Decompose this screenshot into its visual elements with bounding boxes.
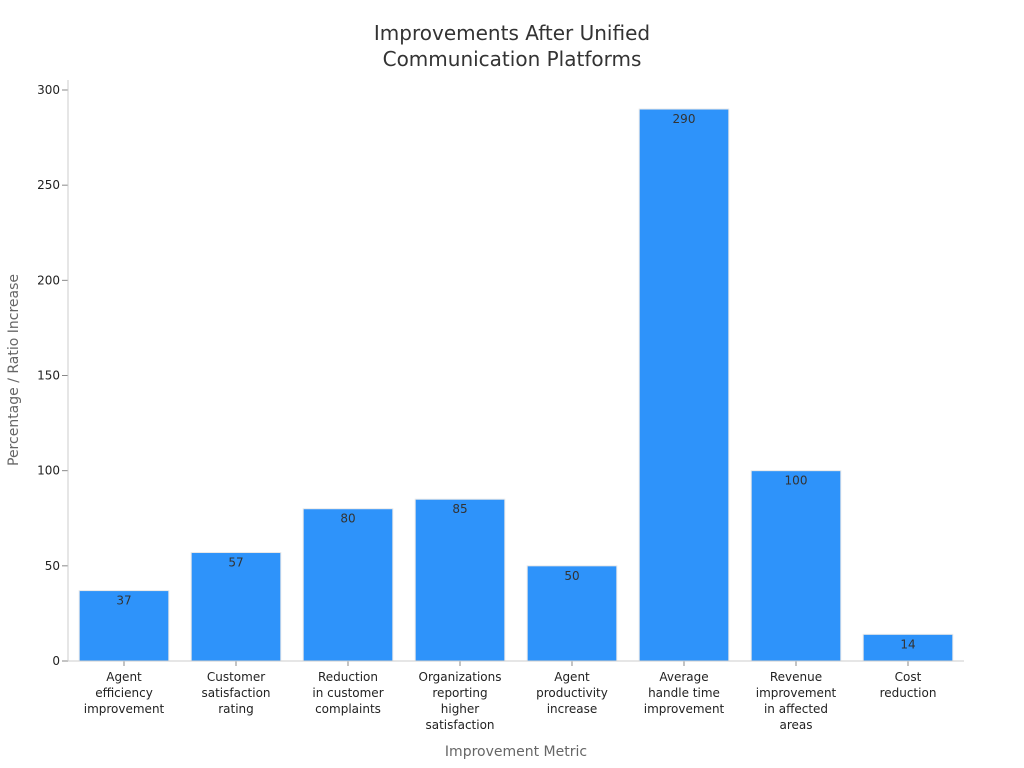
x-tick-label-line: increase: [547, 702, 598, 716]
y-tick-label: 300: [37, 83, 60, 97]
x-tick-label-line: in affected: [764, 702, 828, 716]
x-tick-label-line: Customer: [207, 670, 265, 684]
x-tick-label-line: improvement: [756, 686, 837, 700]
x-tick-label-line: Agent: [554, 670, 590, 684]
x-tick-label-line: reduction: [880, 686, 937, 700]
y-tick-label: 250: [37, 178, 60, 192]
bar-value-label: 100: [785, 474, 808, 488]
x-tick-label-line: satisfaction: [425, 718, 494, 732]
y-axis: 0 50 100 150 200 250 300: [37, 83, 68, 668]
x-tick-label: Customer satisfaction rating: [201, 670, 270, 716]
x-tick-label-line: Reduction: [318, 670, 378, 684]
x-tick-label: Organizations reporting higher satisfaction: [419, 670, 502, 732]
x-tick-label: Average handle time improvement: [644, 670, 725, 716]
x-tick-label: Agent productivity increase: [536, 670, 608, 716]
x-tick-label: Cost reduction: [880, 670, 937, 700]
y-tick-label: 50: [45, 559, 60, 573]
x-tick-label-line: handle time: [648, 686, 720, 700]
x-tick-label-line: satisfaction: [201, 686, 270, 700]
x-tick-label-line: rating: [218, 702, 254, 716]
bar-value-label: 85: [452, 502, 467, 516]
bar-value-label: 57: [228, 556, 243, 570]
x-tick-label: Revenue improvement in affected areas: [756, 670, 837, 732]
y-tick-label: 150: [37, 369, 60, 383]
bar-value-label: 37: [116, 594, 131, 608]
y-tick-label: 100: [37, 464, 60, 478]
x-axis-title: Improvement Metric: [445, 744, 587, 760]
x-tick-label-line: improvement: [84, 702, 165, 716]
x-tick-label-line: higher: [441, 702, 480, 716]
bar-data-labels: 37 57 80 85 50 290 100 14: [116, 112, 915, 651]
x-tick-label-line: productivity: [536, 686, 608, 700]
bar: [190, 552, 282, 662]
x-tick-label: Agent efficiency improvement: [84, 670, 165, 716]
bar-value-label: 50: [564, 569, 579, 583]
x-tick-label-line: Organizations: [419, 670, 502, 684]
x-tick-label-line: complaints: [315, 702, 381, 716]
bars: [78, 108, 954, 662]
bar: [638, 108, 730, 662]
x-tick-label-line: improvement: [644, 702, 725, 716]
chart-title-line-1: Improvements After Unified: [374, 21, 650, 45]
bar-value-label: 80: [340, 512, 355, 526]
x-tick-label-line: Revenue: [770, 670, 822, 684]
bar: [414, 498, 506, 662]
x-tick-label-line: Cost: [895, 670, 922, 684]
bar: [526, 565, 618, 662]
bar: [302, 508, 394, 662]
x-axis: Agent efficiency improvement Customer satisf…: [84, 661, 937, 732]
y-axis-title: Percentage / Ratio Increase: [6, 274, 22, 466]
bar: [862, 633, 954, 662]
bar-value-label: 14: [900, 637, 915, 651]
x-tick-label-line: in customer: [312, 686, 383, 700]
x-tick-label-line: Average: [659, 670, 708, 684]
x-tick-label-line: reporting: [432, 686, 487, 700]
x-tick-label-line: efficiency: [95, 686, 153, 700]
x-tick-label-line: areas: [779, 718, 812, 732]
y-tick-label: 200: [37, 273, 60, 287]
x-tick-label-line: Agent: [106, 670, 142, 684]
y-tick-label: 0: [52, 654, 60, 668]
x-tick-label: Reduction in customer complaints: [312, 670, 383, 716]
chart-title-line-2: Communication Platforms: [383, 47, 642, 71]
bar: [750, 470, 842, 662]
bar-value-label: 290: [673, 112, 696, 126]
